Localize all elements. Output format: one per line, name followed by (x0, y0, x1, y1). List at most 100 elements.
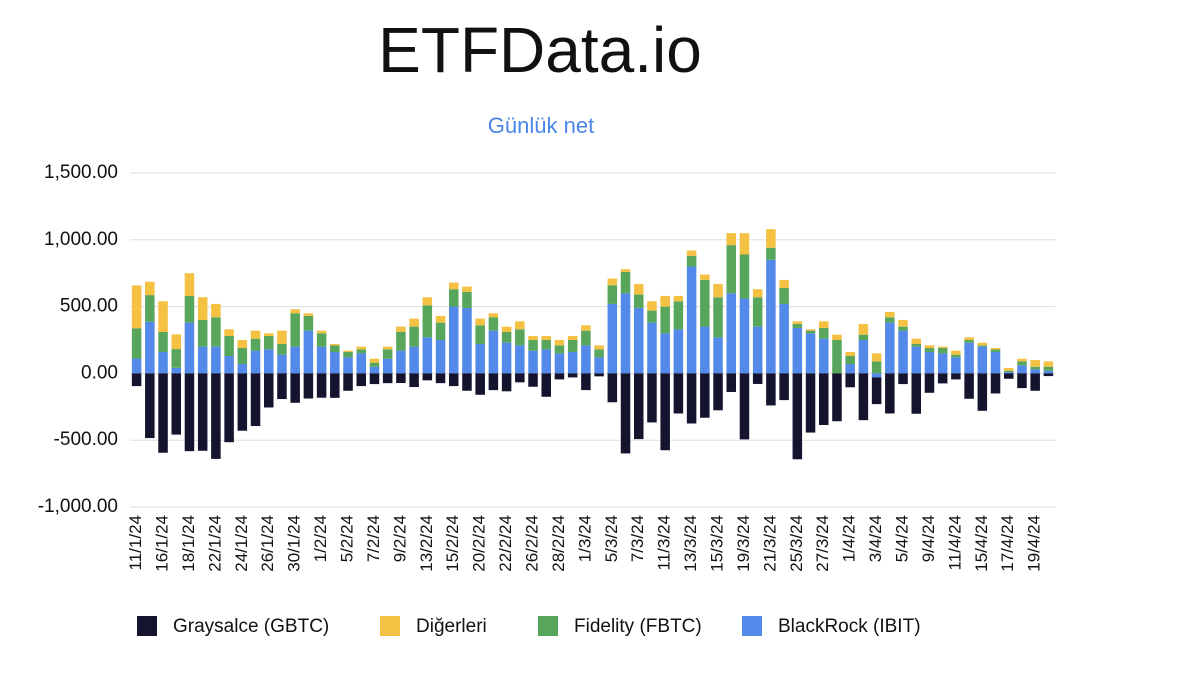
bar-segment (779, 373, 789, 401)
bar-segment (792, 373, 803, 460)
bar-segment (1003, 372, 1014, 374)
bar-segment (752, 289, 763, 298)
bar-segment (184, 322, 195, 374)
y-tick-label: 1,000.00 (44, 229, 118, 250)
legend-swatch (742, 616, 762, 636)
bar-segment (1030, 366, 1040, 370)
bar-segment (131, 328, 142, 359)
legend-label: BlackRock (IBIT) (778, 616, 921, 637)
bar-segment (462, 373, 472, 391)
x-tick-label: 7/3/24 (628, 515, 647, 562)
bar-segment (422, 297, 433, 306)
bar-segment (488, 313, 499, 318)
bar-segment (726, 233, 737, 246)
bar-segment (277, 344, 287, 355)
bar-segment (462, 291, 472, 308)
chart-title: ETFData.io (378, 14, 702, 86)
bar-segment (951, 350, 961, 355)
bar-segment (277, 354, 287, 374)
bar-segment (554, 353, 565, 374)
bar-segment (528, 340, 538, 351)
bar-segment (977, 373, 988, 411)
bar-segment (1017, 373, 1027, 389)
bar-segment (607, 373, 618, 403)
x-tick-label: 30/1/24 (285, 515, 304, 572)
bar-segment (475, 344, 485, 374)
bar-segment (131, 285, 142, 329)
bar-segment (1043, 366, 1054, 371)
bar-segment (911, 373, 922, 414)
x-tick-label: 5/2/24 (338, 515, 357, 562)
bar-segment (382, 373, 393, 384)
bar-segment (237, 340, 248, 349)
bar-segment (858, 323, 869, 335)
x-tick-label: 11/1/24 (126, 515, 145, 570)
bar-segment (673, 373, 684, 414)
bar-segment (369, 362, 380, 367)
bar-segment (779, 279, 789, 288)
x-tick-label: 20/2/24 (470, 515, 489, 572)
bar-segment (832, 373, 842, 422)
bar-segment (818, 373, 829, 425)
bar-segment (1030, 360, 1040, 367)
bar-segment (766, 247, 776, 260)
bar-segment (673, 301, 684, 330)
bar-segment (805, 329, 816, 331)
bar-segment (303, 313, 314, 316)
bar-segment (845, 356, 855, 365)
bar-segment (620, 373, 631, 454)
x-tick-label: 9/4/24 (919, 515, 938, 562)
bar-segment (673, 329, 684, 374)
bar-segment (1003, 370, 1014, 373)
bar-segment (633, 294, 644, 308)
bar-segment (567, 352, 578, 374)
legend-label: Diğerleri (416, 616, 487, 637)
bar-segment (462, 286, 472, 292)
bar-segment (620, 293, 631, 374)
bar-segment (211, 346, 221, 374)
bar-segment (1043, 370, 1054, 374)
bar-segment (211, 303, 221, 318)
bar-segment (343, 373, 353, 391)
bar-segment (805, 333, 816, 374)
bar-segment (488, 330, 499, 374)
bar-segment (1003, 373, 1014, 379)
bar-segment (964, 337, 974, 340)
bar-segment (475, 318, 485, 326)
bar-segment (766, 373, 776, 406)
bar-segment (158, 352, 168, 374)
bar-segment (382, 349, 393, 359)
bar-segment (1003, 368, 1014, 371)
bar-segment (303, 315, 314, 331)
bar-segment (541, 373, 552, 397)
bar-segment (435, 322, 446, 340)
bar-segment (316, 346, 327, 374)
bar-segment (567, 340, 578, 353)
bar-segment (898, 326, 908, 331)
y-tick-label: 500.00 (60, 296, 118, 317)
bar-segment (858, 373, 869, 421)
bar-segment (356, 353, 367, 374)
legend-swatch (137, 616, 157, 636)
bar-segment (964, 342, 974, 374)
bar-segment (422, 337, 433, 374)
bar-segment (633, 283, 644, 295)
x-tick-label: 19/4/24 (1025, 515, 1044, 572)
x-tick-label: 15/4/24 (972, 515, 991, 572)
bar-segment (818, 321, 829, 328)
bar-segment (501, 331, 512, 343)
bar-segment (766, 229, 776, 248)
x-tick-label: 1/3/24 (575, 515, 594, 562)
bar-segment (515, 373, 525, 383)
bar-segment (303, 330, 314, 374)
bar-segment (990, 348, 1001, 350)
bar-segment (290, 309, 300, 314)
bar-segment (739, 233, 750, 255)
x-tick-label: 25/3/24 (787, 515, 806, 572)
bar-segment (713, 283, 723, 298)
bar-segment (594, 349, 604, 358)
bar-segment (316, 373, 327, 398)
bar-segment (686, 255, 697, 267)
bar-segment (779, 287, 789, 304)
bar-segment (158, 373, 168, 453)
